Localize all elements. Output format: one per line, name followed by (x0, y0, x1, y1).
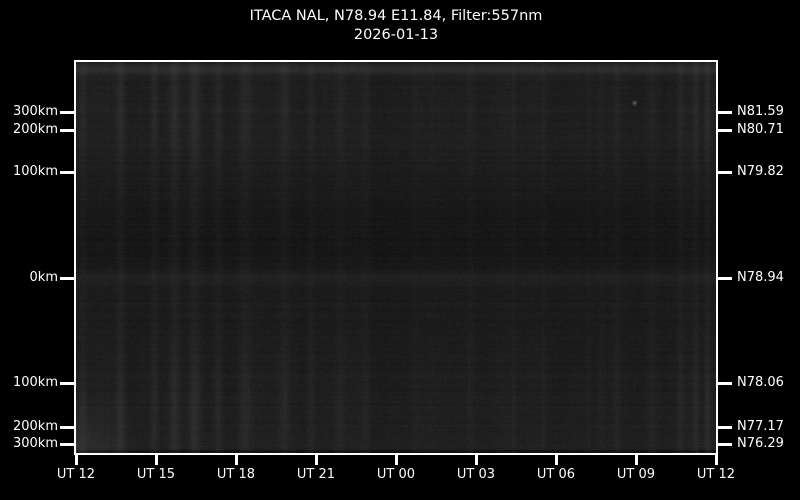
figure-title-line2: 2026-01-13 (353, 27, 439, 43)
x-axis-label: UT 12 (56, 467, 96, 482)
left-axis-label: 100km (12, 375, 58, 390)
right-axis-label: N78.94 (737, 270, 784, 285)
left-axis-tick (60, 443, 74, 446)
left-axis-label: 200km (12, 419, 58, 434)
right-axis-tick (718, 129, 732, 132)
x-axis-tick (555, 455, 558, 465)
left-axis-tick (60, 382, 74, 385)
figure-title: ITACA NAL, N78.94 E11.84, Filter:557nm 2… (74, 7, 718, 45)
right-axis-tick (718, 277, 732, 280)
x-axis-label: UT 00 (376, 467, 416, 482)
left-axis-tick (60, 129, 74, 132)
x-axis-label: UT 09 (616, 467, 656, 482)
x-axis-label: UT 03 (456, 467, 496, 482)
right-axis-label: N76.29 (737, 436, 784, 451)
left-axis-tick (60, 277, 74, 280)
right-axis-label: N78.06 (737, 375, 784, 390)
right-axis-label: N79.82 (737, 164, 784, 179)
figure-title-line1: ITACA NAL, N78.94 E11.84, Filter:557nm (249, 8, 543, 24)
left-axis-tick (60, 426, 74, 429)
x-axis-label: UT 15 (136, 467, 176, 482)
right-axis-tick (718, 426, 732, 429)
keogram-image (76, 62, 716, 453)
right-axis-label: N81.59 (737, 104, 784, 119)
right-axis-tick (718, 382, 732, 385)
x-axis-label: UT 12 (696, 467, 736, 482)
x-axis-tick (315, 455, 318, 465)
x-axis-tick (75, 455, 78, 465)
left-axis-tick (60, 171, 74, 174)
right-axis-tick (718, 111, 732, 114)
right-axis-label: N77.17 (737, 419, 784, 434)
left-axis-label: 200km (12, 122, 58, 137)
right-axis-label: N80.71 (737, 122, 784, 137)
x-axis-label: UT 21 (296, 467, 336, 482)
x-axis-label: UT 06 (536, 467, 576, 482)
x-axis-tick (635, 455, 638, 465)
left-axis-tick (60, 111, 74, 114)
x-axis-tick (155, 455, 158, 465)
left-axis-label: 300km (12, 104, 58, 119)
x-axis-label: UT 18 (216, 467, 256, 482)
x-axis-tick (475, 455, 478, 465)
right-axis-tick (718, 171, 732, 174)
right-axis-tick (718, 443, 732, 446)
left-axis-label: 300km (12, 436, 58, 451)
x-axis-tick (395, 455, 398, 465)
x-axis-tick (715, 455, 718, 465)
left-axis-label: 100km (12, 164, 58, 179)
left-axis-label: 0km (29, 270, 58, 285)
plot-area (74, 60, 718, 455)
x-axis-tick (235, 455, 238, 465)
